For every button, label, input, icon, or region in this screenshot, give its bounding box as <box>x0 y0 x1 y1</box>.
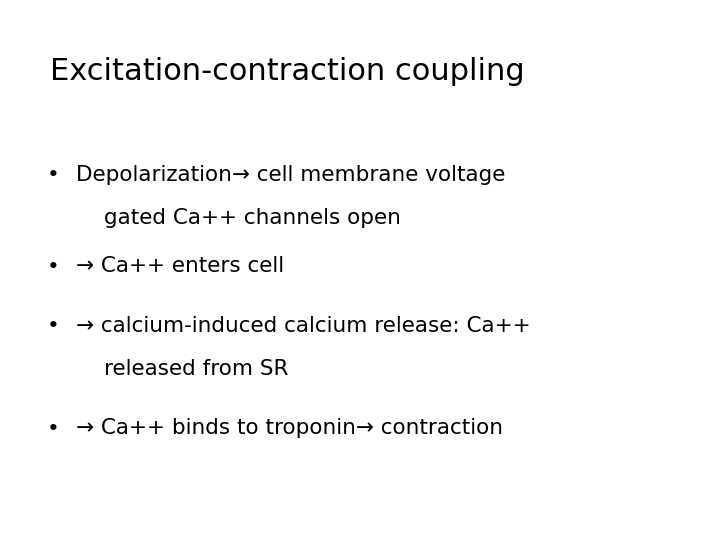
Text: → Ca++ enters cell: → Ca++ enters cell <box>76 256 284 276</box>
Text: •: • <box>47 316 60 336</box>
Text: released from SR: released from SR <box>104 359 289 379</box>
Text: Excitation-contraction coupling: Excitation-contraction coupling <box>50 57 525 86</box>
Text: •: • <box>47 418 60 438</box>
Text: → calcium-induced calcium release: Ca++: → calcium-induced calcium release: Ca++ <box>76 316 530 336</box>
Text: •: • <box>47 165 60 185</box>
Text: •: • <box>47 256 60 276</box>
Text: Depolarization→ cell membrane voltage: Depolarization→ cell membrane voltage <box>76 165 505 185</box>
Text: → Ca++ binds to troponin→ contraction: → Ca++ binds to troponin→ contraction <box>76 418 503 438</box>
Text: gated Ca++ channels open: gated Ca++ channels open <box>104 208 401 228</box>
